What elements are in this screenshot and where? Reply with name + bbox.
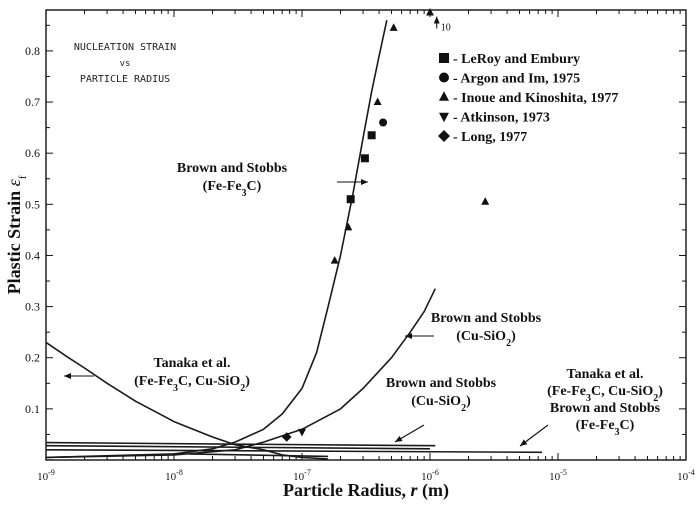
- x-tick-label: 10-9: [37, 468, 55, 483]
- legend-item: - LeRoy and Embury: [439, 52, 580, 67]
- y-tick-label: 0.8: [25, 44, 40, 58]
- data-point-triangle-up: [426, 7, 434, 16]
- annotation-brown-stobbs-cusio2-upper: Brown and Stobbs (Cu-SiO2): [431, 311, 542, 349]
- legend-label: - Argon and Im, 1975: [453, 72, 580, 87]
- title-line: NUCLEATION STRAIN: [74, 42, 176, 53]
- data-point-square: [360, 154, 369, 163]
- model-curve: [46, 20, 388, 459]
- legend-label: - Long, 1977: [453, 130, 527, 145]
- annotation-arrow: [519, 424, 549, 447]
- annotation-group: Brown and Stobbs (Fe-Fe3C) Brown and Stobb…: [134, 161, 663, 438]
- legend-marker-triangle-down: [439, 112, 449, 123]
- data-point-triangle-down: [298, 428, 306, 437]
- data-point-triangle-up: [330, 255, 339, 264]
- model-curve: [46, 444, 431, 450]
- x-tick-label: 10-5: [549, 468, 567, 483]
- annotation-tanaka-right: Tanaka et al. (Fe-Fe3C, Cu-SiO2) Brown and…: [547, 367, 663, 438]
- data-point-triangle-up: [373, 97, 382, 106]
- y-tick-label: 0.4: [25, 248, 40, 262]
- tick-label-group: 10-9 10-8 10-7 10-6 10-5 10-4 0.1 0.2 0.3 0.4 0.5 0…: [25, 44, 695, 483]
- annotation-brown-stobbs-fe3c-upper: Brown and Stobbs (Fe-Fe3C): [177, 161, 288, 199]
- model-curve: [188, 453, 329, 458]
- x-tick-label: 10-8: [165, 468, 183, 483]
- y-tick-label: 0.1: [25, 402, 40, 416]
- legend: - LeRoy and Embury - Argon and Im, 1975 - …: [438, 52, 618, 145]
- data-point-triangle-up: [481, 197, 490, 205]
- data-point-square: [346, 195, 355, 204]
- y-tick-label: 0.7: [25, 95, 40, 109]
- chart-title-box: NUCLEATION STRAIN vs PARTICLE RADIUS: [74, 42, 176, 85]
- x-tick-label: 10-4: [677, 468, 695, 483]
- legend-item: - Inoue and Kinoshita, 1977: [439, 91, 618, 106]
- annotation-tanaka-left: Tanaka et al. (Fe-Fe3C, Cu-SiO2): [134, 356, 250, 394]
- model-curve: [46, 448, 543, 454]
- y-axis-label: Plastic Strain εf: [4, 175, 29, 294]
- legend-label: - Inoue and Kinoshita, 1977: [453, 91, 618, 106]
- y-tick-label: 0.2: [25, 351, 40, 365]
- arrow-group: [64, 16, 549, 447]
- y-tick-label: 0.5: [25, 197, 40, 211]
- legend-marker-triangle-up: [439, 91, 449, 101]
- legend-item: - Atkinson, 1973: [439, 111, 550, 126]
- data-point-diamond: [281, 432, 292, 442]
- model-curve: [46, 441, 436, 447]
- legend-label: - Atkinson, 1973: [453, 111, 550, 126]
- data-point-square: [367, 131, 376, 140]
- title-line: vs: [120, 59, 131, 69]
- annotation-brown-stobbs-cusio2-lower: Brown and Stobbs (Cu-SiO2): [386, 376, 497, 414]
- legend-item: - Argon and Im, 1975: [439, 72, 580, 87]
- offscale-note: 10: [441, 23, 451, 34]
- legend-item: - Long, 1977: [438, 130, 527, 145]
- model-curve: [46, 288, 437, 459]
- annotation-arrow: [394, 424, 425, 443]
- plot-frame: [45, 9, 687, 461]
- curve-group: [46, 20, 543, 460]
- data-point-circle: [379, 118, 388, 127]
- title-line: PARTICLE RADIUS: [80, 74, 170, 85]
- x-axis-label: Particle Radius, r (m): [283, 480, 449, 501]
- y-tick-label: 0.6: [25, 146, 40, 160]
- data-point-triangle-up: [344, 222, 353, 231]
- x-tick-label: 10-7: [293, 468, 311, 483]
- legend-marker-square: [439, 53, 449, 63]
- x-tick-label: 10-6: [421, 468, 439, 483]
- data-point-group: [281, 7, 490, 442]
- y-tick-label: 0.3: [25, 300, 40, 314]
- data-point-triangle-up: [389, 23, 398, 31]
- tick-marks: [45, 10, 687, 460]
- legend-marker-diamond: [438, 130, 450, 142]
- legend-label: - LeRoy and Embury: [453, 52, 580, 67]
- legend-marker-circle: [439, 72, 449, 83]
